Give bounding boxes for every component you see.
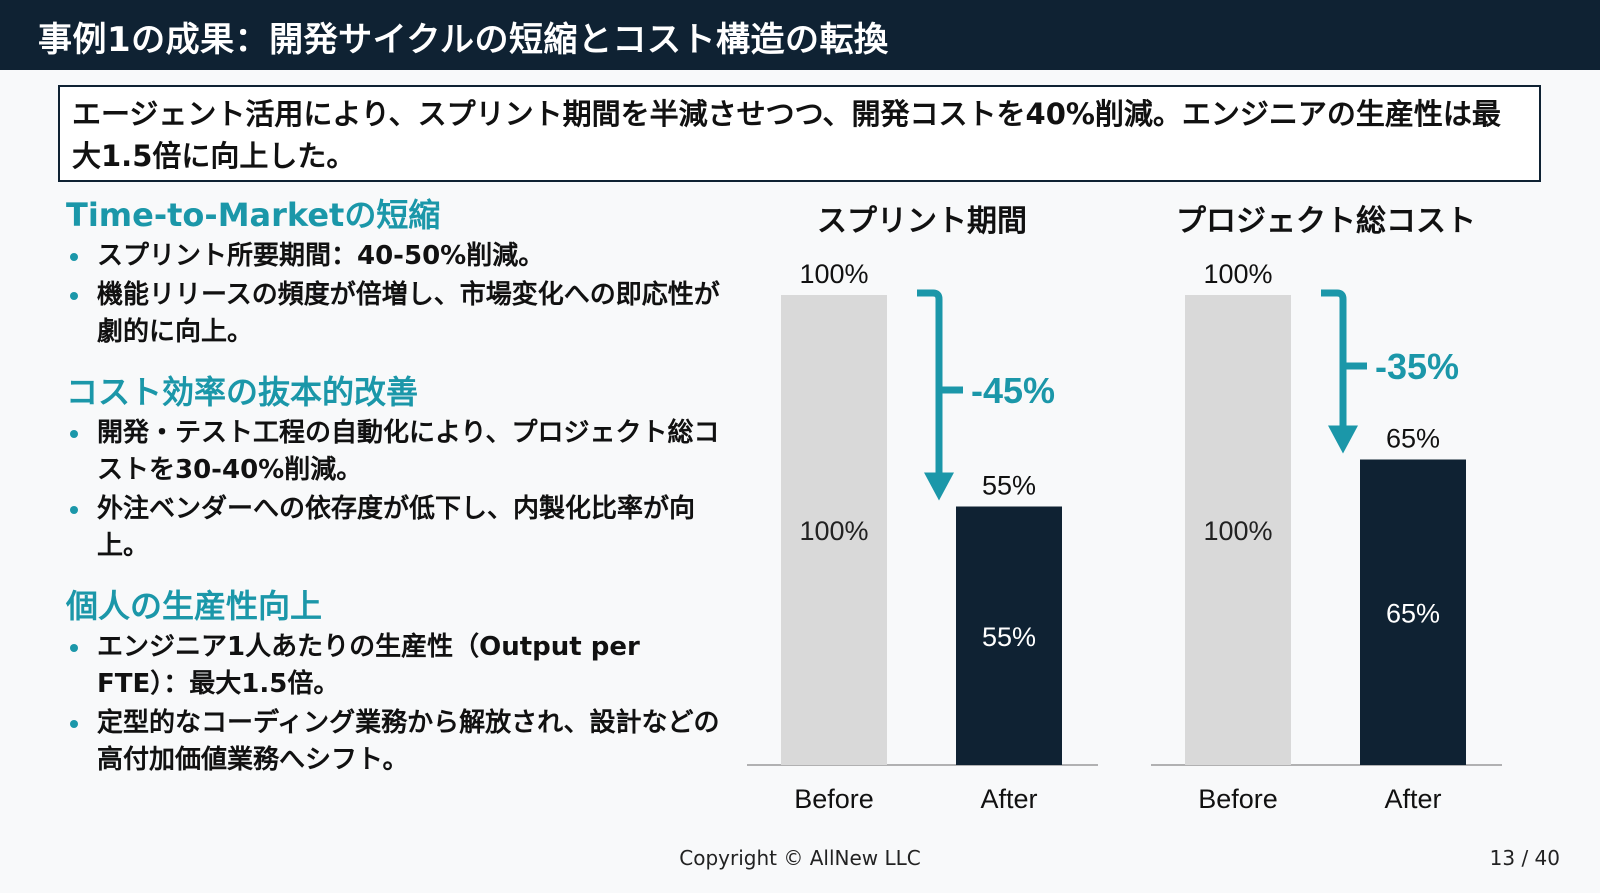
section-time-to-market: Time-to-Marketの短縮 スプリント所要期間：40-50%削減。 機能リ… [66, 192, 726, 351]
x-tick-label: After [1384, 784, 1441, 814]
bar-top-label: 100% [1203, 259, 1272, 289]
bullet: スプリント所要期間：40-50%削減。 [66, 238, 726, 275]
arrow-head-icon [1328, 425, 1358, 454]
bar-after [1360, 459, 1466, 765]
change-label: -35% [1375, 346, 1459, 387]
bar-inner-label: 100% [1203, 516, 1272, 546]
bullet: エンジニア1人あたりの生産性（Output per FTE）：最大1.5倍。 [66, 629, 726, 703]
change-arrow [1321, 289, 1347, 428]
change-label: -45% [971, 370, 1055, 411]
section-heading: 個人の生産性向上 [66, 587, 323, 625]
bar-before [781, 295, 887, 765]
section-heading: コスト効率の抜本的改善 [66, 373, 419, 411]
header-bar: 事例1の成果：開発サイクルの短縮とコスト構造の転換 [0, 0, 1600, 70]
bullet: 外注ベンダーへの依存度が低下し、内製化比率が向上。 [66, 491, 726, 565]
x-tick-label: Before [1198, 784, 1278, 814]
arrow-head-icon [924, 472, 954, 501]
bullet: 定型的なコーディング業務から解放され、設計などの高付加価値業務へシフト。 [66, 705, 726, 779]
change-arrow [917, 289, 943, 475]
bullet: 機能リリースの頻度が倍増し、市場変化への即応性が劇的に向上。 [66, 277, 726, 351]
x-tick-label: After [980, 784, 1037, 814]
chart-title-cost: プロジェクト総コスト [1176, 204, 1476, 239]
section-productivity: 個人の生産性向上 エンジニア1人あたりの生産性（Output per FTE）：… [66, 583, 726, 779]
summary-box: エージェント活用により、スプリント期間を半減させつつ、開発コストを40%削減。エ… [58, 85, 1541, 182]
bar-inner-label: 65% [1386, 598, 1440, 628]
bar-inner-label: 100% [799, 516, 868, 546]
chart-title-sprint: スプリント期間 [817, 204, 1027, 239]
left-column: Time-to-Marketの短縮 スプリント所要期間：40-50%削減。 機能リ… [66, 192, 726, 797]
bar-before [1185, 295, 1291, 765]
x-tick-label: Before [794, 784, 874, 814]
bar-top-label: 100% [799, 259, 868, 289]
bar-after [956, 506, 1062, 765]
bar-inner-label: 55% [982, 622, 1036, 652]
section-heading: Time-to-Marketの短縮 [66, 196, 441, 234]
page-title: 事例1の成果：開発サイクルの短縮とコスト構造の転換 [38, 20, 889, 60]
bar-top-label: 65% [1386, 424, 1440, 454]
section-cost-efficiency: コスト効率の抜本的改善 開発・テスト工程の自動化により、プロジェクト総コストを3… [66, 369, 726, 565]
page-number: 13 / 40 [1489, 846, 1560, 870]
bullet: 開発・テスト工程の自動化により、プロジェクト総コストを30-40%削減。 [66, 415, 726, 489]
copyright: Copyright © AllNew LLC [679, 846, 921, 870]
bar-top-label: 55% [982, 471, 1036, 501]
